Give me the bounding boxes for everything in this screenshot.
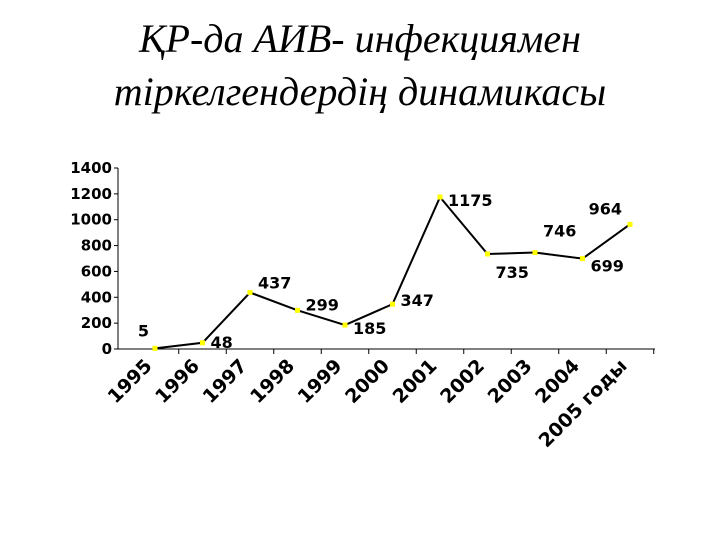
y-tick-label: 1400 bbox=[70, 159, 112, 177]
data-label: 299 bbox=[306, 295, 339, 314]
marker bbox=[485, 251, 490, 257]
y-tick-label: 600 bbox=[81, 262, 112, 280]
x-tick-label: 1999 bbox=[294, 355, 347, 408]
y-tick-label: 800 bbox=[81, 237, 112, 255]
x-tick-label: 2000 bbox=[341, 355, 394, 408]
marker bbox=[295, 307, 300, 313]
data-label: 699 bbox=[591, 257, 624, 276]
marker bbox=[532, 250, 538, 256]
x-tick-label: 1997 bbox=[199, 355, 252, 408]
chart-title: ҚР-да АИВ- инфекциямен bbox=[138, 16, 581, 61]
x-tick-label: 1998 bbox=[246, 355, 299, 408]
marker bbox=[580, 256, 585, 262]
marker bbox=[200, 340, 205, 346]
data-label: 48 bbox=[211, 333, 233, 352]
y-tick-label: 200 bbox=[81, 314, 112, 332]
x-tick-label: 2002 bbox=[436, 355, 489, 408]
marker bbox=[342, 322, 348, 328]
data-label: 1175 bbox=[448, 191, 493, 210]
data-label: 437 bbox=[258, 274, 291, 293]
marker bbox=[627, 221, 633, 227]
x-tick-label: 2001 bbox=[389, 355, 442, 408]
y-tick-label: 1200 bbox=[70, 185, 112, 203]
marker bbox=[152, 345, 158, 351]
y-tick-label: 400 bbox=[81, 288, 112, 306]
marker bbox=[437, 194, 443, 200]
data-label: 746 bbox=[543, 222, 576, 241]
x-tick-label: 1996 bbox=[151, 355, 204, 408]
data-label: 5 bbox=[138, 321, 149, 340]
chart-title: тіркелгендердің динамикасы bbox=[114, 69, 606, 114]
data-label: 185 bbox=[353, 319, 386, 338]
x-tick-label: 2003 bbox=[484, 355, 537, 408]
y-tick-label: 0 bbox=[102, 340, 112, 358]
marker bbox=[390, 301, 395, 307]
y-tick-label: 1000 bbox=[70, 211, 112, 229]
line bbox=[154, 195, 631, 350]
marker bbox=[247, 290, 253, 296]
data-label: 964 bbox=[589, 199, 622, 218]
x-tick-label: 1995 bbox=[104, 355, 157, 408]
data-label: 347 bbox=[401, 291, 434, 310]
data-label: 735 bbox=[496, 263, 529, 282]
